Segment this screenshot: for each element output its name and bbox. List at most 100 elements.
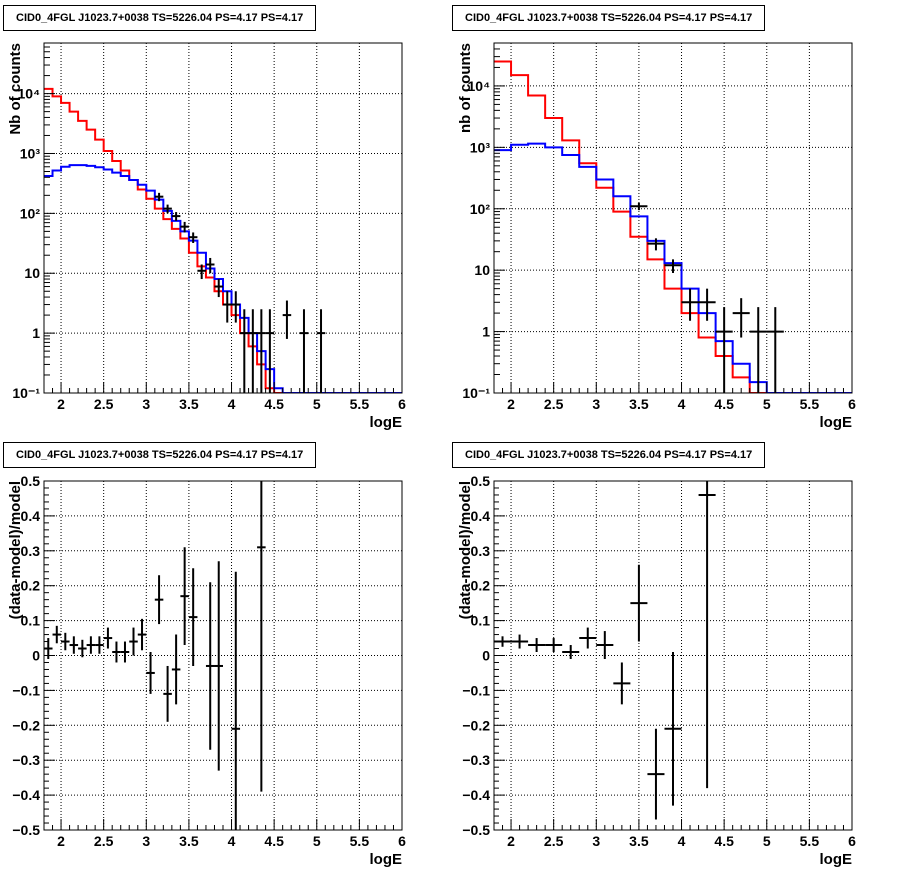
y-tick-label: −0.1 (12, 682, 40, 698)
y-tick-label: 10⁴ (18, 86, 41, 102)
x-tick-label: 4 (678, 396, 686, 412)
x-tick-label: 3 (142, 396, 150, 412)
y-tick-label: −0.5 (12, 822, 40, 838)
x-tick-label: 3 (592, 396, 600, 412)
x-axis-title: logE (820, 414, 853, 431)
plot-area (494, 481, 716, 820)
x-tick-label: 6 (848, 833, 856, 849)
x-tick-label: 4.5 (264, 396, 284, 412)
y-axis-title: (data-model)/model (457, 481, 474, 619)
y-tick-label: −0.4 (12, 787, 40, 803)
y-tick-label: 10 (474, 262, 490, 278)
x-axis-title: logE (370, 851, 403, 868)
x-tick-label: 5.5 (800, 396, 820, 412)
plot-area (44, 481, 266, 830)
x-tick-label: 4 (678, 833, 686, 849)
x-tick-label: 3.5 (629, 833, 649, 849)
x-tick-label: 4 (228, 396, 236, 412)
y-tick-label: 0.2 (21, 578, 41, 594)
y-tick-label: 10³ (470, 139, 491, 155)
plot-title: CID0_4FGL J1023.7+0038 TS=5226.04 PS=4.1… (452, 5, 766, 31)
y-tick-label: 1 (32, 325, 40, 341)
x-tick-label: 2 (507, 396, 515, 412)
residual-plot-right: 2 2.5 3 3.5 4 4.5 5 5.5 6 −0.5 −0.4 −0.3 −0.2 −0.1 0 0.… (457, 473, 856, 868)
spectrum-panel-left: 2 2.5 3 3.5 4 4.5 5 5.5 6 10⁻¹ 1 10 10² 10³ 10⁴ logE Nb … (0, 0, 449, 437)
y-tick-label: 0.5 (21, 473, 41, 489)
x-tick-label: 2 (507, 833, 515, 849)
x-tick-label: 6 (398, 833, 406, 849)
plot-title: CID0_4FGL J1023.7+0038 TS=5226.04 PS=4.1… (3, 5, 317, 31)
x-tick-label: 2.5 (94, 833, 114, 849)
x-tick-label: 2 (57, 396, 65, 412)
plot-area (494, 60, 852, 393)
y-tick-label: −0.1 (462, 682, 490, 698)
x-tick-label: 2 (57, 833, 65, 849)
y-tick-label: 0.3 (471, 543, 491, 559)
plot-frame (43, 42, 403, 394)
series-line-red (44, 87, 402, 393)
y-tick-label: 0.5 (471, 473, 491, 489)
residual-plot-left: 2 2.5 3 3.5 4 4.5 5 5.5 6 −0.5 −0.4 −0.3 −0.2 −0.1 0 0.… (7, 473, 406, 868)
y-tick-label: 0.4 (471, 508, 491, 524)
y-tick-label: 0 (32, 648, 40, 664)
series-line-red (494, 60, 852, 393)
y-tick-label: 10 (24, 265, 40, 281)
x-tick-label: 3 (142, 833, 150, 849)
y-tick-label: −0.3 (462, 752, 490, 768)
plot-title: CID0_4FGL J1023.7+0038 TS=5226.04 PS=4.1… (452, 442, 766, 468)
y-tick-label: 10⁻¹ (12, 385, 40, 401)
x-tick-label: 4 (228, 833, 236, 849)
y-axis-title: (data-model)/model (7, 481, 24, 619)
plot-area (44, 87, 402, 393)
counts-plot-left: 2 2.5 3 3.5 4 4.5 5 5.5 6 10⁻¹ 1 10 10² 10³ 10⁴ logE Nb … (7, 42, 406, 431)
x-tick-label: 2.5 (94, 396, 114, 412)
x-tick-label: 5 (313, 833, 321, 849)
y-tick-label: 0 (482, 648, 490, 664)
y-tick-label: 10² (20, 205, 41, 221)
y-axis-title: Nb of counts (7, 43, 24, 135)
counts-plot-right: 2 2.5 3 3.5 4 4.5 5 5.5 6 10⁻¹ 1 10 10² 10³ 10⁴ logE nb … (457, 42, 856, 431)
y-tick-label: 0.1 (21, 613, 41, 629)
x-tick-label: 3.5 (179, 833, 199, 849)
x-tick-label: 4.5 (714, 396, 734, 412)
y-tick-label: −0.5 (462, 822, 490, 838)
residual-panel-left: 2 2.5 3 3.5 4 4.5 5 5.5 6 −0.5 −0.4 −0.3 −0.2 −0.1 0 0.… (0, 437, 449, 874)
x-tick-label: 5 (763, 833, 771, 849)
x-tick-label: 2.5 (544, 833, 564, 849)
y-tick-label: 0.1 (471, 613, 491, 629)
y-tick-label: 10² (470, 201, 491, 217)
x-tick-label: 6 (848, 396, 856, 412)
x-tick-label: 2.5 (544, 396, 564, 412)
x-tick-label: 3 (592, 833, 600, 849)
x-tick-label: 3.5 (179, 396, 199, 412)
plot-title: CID0_4FGL J1023.7+0038 TS=5226.04 PS=4.1… (3, 442, 317, 468)
y-tick-label: −0.2 (12, 717, 40, 733)
plot-frame (43, 480, 403, 831)
series-line-blue (44, 164, 402, 393)
y-axis-title: nb of counts (457, 43, 474, 133)
x-tick-label: 4.5 (264, 833, 284, 849)
x-tick-label: 5.5 (800, 833, 820, 849)
x-axis-title: logE (820, 851, 853, 868)
plot-frame (493, 42, 853, 394)
x-tick-label: 4.5 (714, 833, 734, 849)
y-tick-label: 0.3 (21, 543, 41, 559)
y-tick-label: −0.4 (462, 787, 490, 803)
x-tick-label: 5 (313, 396, 321, 412)
x-tick-label: 3.5 (629, 396, 649, 412)
y-tick-label: −0.3 (12, 752, 40, 768)
residual-panel-right: 2 2.5 3 3.5 4 4.5 5 5.5 6 −0.5 −0.4 −0.3 −0.2 −0.1 0 0.… (449, 437, 898, 874)
x-tick-label: 5 (763, 396, 771, 412)
y-tick-label: 10⁻¹ (462, 385, 490, 401)
x-tick-label: 6 (398, 396, 406, 412)
y-tick-label: −0.2 (462, 717, 490, 733)
x-tick-label: 5.5 (350, 833, 370, 849)
x-tick-label: 5.5 (350, 396, 370, 412)
y-tick-label: 0.4 (21, 508, 41, 524)
x-axis-title: logE (370, 414, 403, 431)
y-tick-label: 10³ (20, 145, 41, 161)
y-tick-label: 0.2 (471, 578, 491, 594)
spectrum-panel-right: 2 2.5 3 3.5 4 4.5 5 5.5 6 10⁻¹ 1 10 10² 10³ 10⁴ logE nb … (449, 0, 898, 437)
y-tick-label: 10⁴ (468, 78, 491, 94)
y-tick-label: 1 (482, 324, 490, 340)
